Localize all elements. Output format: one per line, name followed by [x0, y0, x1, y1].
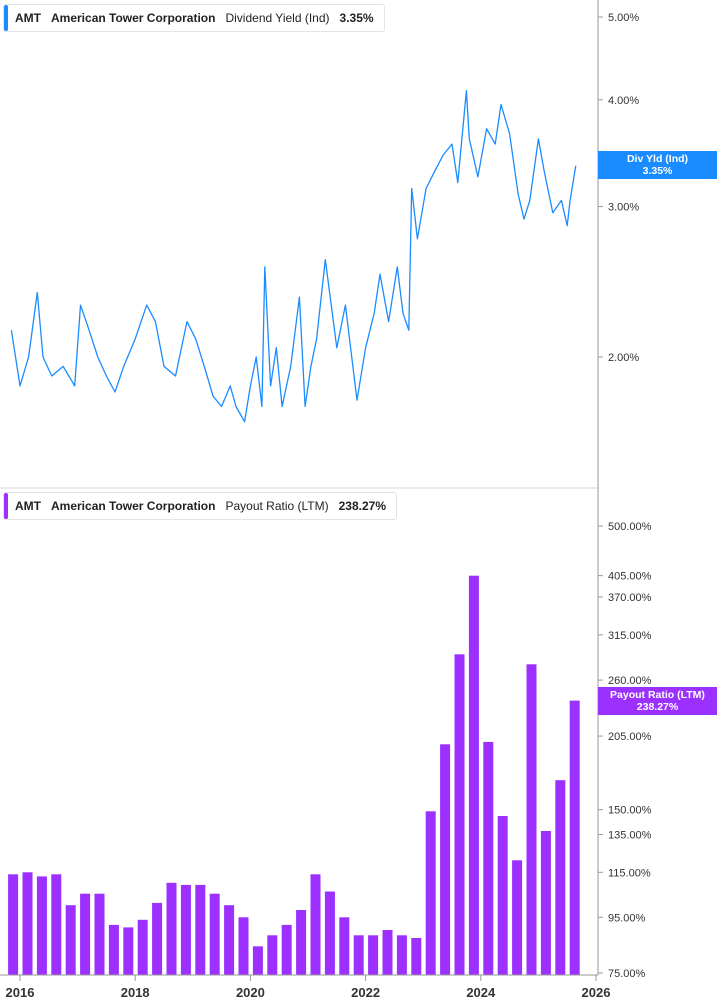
payout-ratio-bar: [382, 930, 393, 975]
legend-ticker: AMT: [15, 499, 41, 513]
y-tick-label: 500.00%: [608, 521, 652, 533]
payout-ratio-bar: [224, 905, 235, 975]
x-tick-label: 2020: [236, 985, 265, 1000]
legend-value: 238.27%: [338, 499, 386, 513]
payout-ratio-bar: [512, 860, 523, 975]
legend-metric: Payout Ratio (LTM): [225, 499, 329, 513]
payout-ratio-bar: [296, 910, 307, 975]
payout-ratio-bar: [94, 893, 105, 975]
payout-ratio-bar: [267, 935, 278, 975]
payout-ratio-bar: [454, 654, 465, 975]
payout-ratio-bar: [166, 882, 177, 975]
payout-ratio-bar: [123, 927, 134, 975]
payout-ratio-flag: Payout Ratio (LTM) 238.27%: [598, 687, 717, 715]
x-tick-label: 2016: [6, 985, 35, 1000]
payout-ratio-bar: [353, 935, 364, 975]
payout-ratio-bar: [36, 876, 47, 975]
dividend-yield-plot: [10, 89, 577, 423]
y-tick-label: 75.00%: [608, 968, 646, 980]
payout-ratio-bar: [425, 811, 436, 975]
flag-value: 238.27%: [636, 701, 679, 713]
legend-company: American Tower Corporation: [51, 11, 216, 25]
payout-ratio-bar: [8, 874, 19, 975]
y-tick-label: 315.00%: [608, 630, 652, 642]
payout-ratio-swatch: [4, 493, 8, 519]
payout-ratio-bar: [396, 935, 407, 975]
flag-value: 3.35%: [642, 165, 673, 177]
y-tick-label: 135.00%: [608, 830, 652, 842]
payout-ratio-bar: [411, 938, 422, 975]
payout-ratio-bar: [152, 902, 163, 975]
legend-ticker: AMT: [15, 11, 41, 25]
payout-ratio-bar: [555, 780, 566, 975]
payout-ratio-bar: [51, 874, 62, 975]
legend-value: 3.35%: [339, 11, 374, 25]
payout-ratio-bar: [569, 700, 580, 975]
y-tick-label: 2.00%: [608, 352, 639, 364]
y-tick-label: 115.00%: [608, 867, 651, 879]
legend-company: American Tower Corporation: [51, 499, 216, 513]
payout-ratio-bar: [440, 744, 451, 975]
x-tick-label: 2024: [466, 985, 496, 1000]
y-tick-label: 4.00%: [608, 95, 639, 107]
payout-ratio-bar: [180, 884, 191, 975]
y-tick-label: 150.00%: [608, 805, 652, 817]
dividend-yield-line: [10, 89, 577, 423]
payout-ratio-bar: [310, 874, 321, 975]
flag-label: Payout Ratio (LTM): [610, 689, 705, 701]
x-tick-label: 2018: [121, 985, 150, 1000]
payout-ratio-bar: [526, 664, 537, 975]
dividend-yield-flag: Div Yld (Ind) 3.35%: [598, 151, 717, 179]
payout-ratio-bar: [65, 905, 76, 975]
y-tick-label: 205.00%: [608, 731, 652, 743]
legend-metric: Dividend Yield (Ind): [225, 11, 330, 25]
payout-ratio-bar: [540, 831, 551, 975]
x-tick-label: 2022: [351, 985, 380, 1000]
payout-ratio-bar: [252, 946, 263, 975]
payout-ratio-bar: [339, 917, 350, 975]
payout-ratio-bar: [324, 891, 335, 975]
y-tick-label: 405.00%: [608, 571, 652, 583]
payout-ratio-bar: [195, 884, 206, 975]
y-tick-label: 260.00%: [608, 675, 652, 687]
payout-ratio-bar: [483, 741, 494, 975]
payout-ratio-bar: [209, 893, 220, 975]
flag-label: Div Yld (Ind): [626, 153, 689, 165]
y-tick-label: 95.00%: [608, 912, 646, 924]
y-tick-label: 370.00%: [608, 592, 652, 604]
payout-ratio-bar: [368, 935, 379, 975]
dividend-yield-legend: AMT American Tower Corporation Dividend …: [3, 4, 385, 32]
payout-ratio-bar: [80, 893, 91, 975]
payout-ratio-bar: [108, 924, 119, 975]
y-tick-label: 5.00%: [608, 12, 639, 24]
payout-ratio-bar: [22, 872, 33, 975]
y-tick-label: 3.00%: [608, 202, 639, 214]
axes: 5.00% 4.00% 3.00% 2.00% 500.00% 405.00% 370.00…: [0, 0, 652, 1000]
payout-ratio-bar: [238, 917, 249, 975]
payout-ratio-legend: AMT American Tower Corporation Payout Ra…: [3, 492, 397, 520]
payout-ratio-plot: [8, 575, 580, 975]
x-tick-label: 2026: [582, 985, 611, 1000]
payout-ratio-bar: [497, 816, 508, 975]
payout-ratio-bar: [281, 924, 292, 975]
dividend-yield-swatch: [4, 5, 8, 31]
payout-ratio-bar: [468, 575, 479, 975]
payout-ratio-bar: [137, 919, 148, 975]
